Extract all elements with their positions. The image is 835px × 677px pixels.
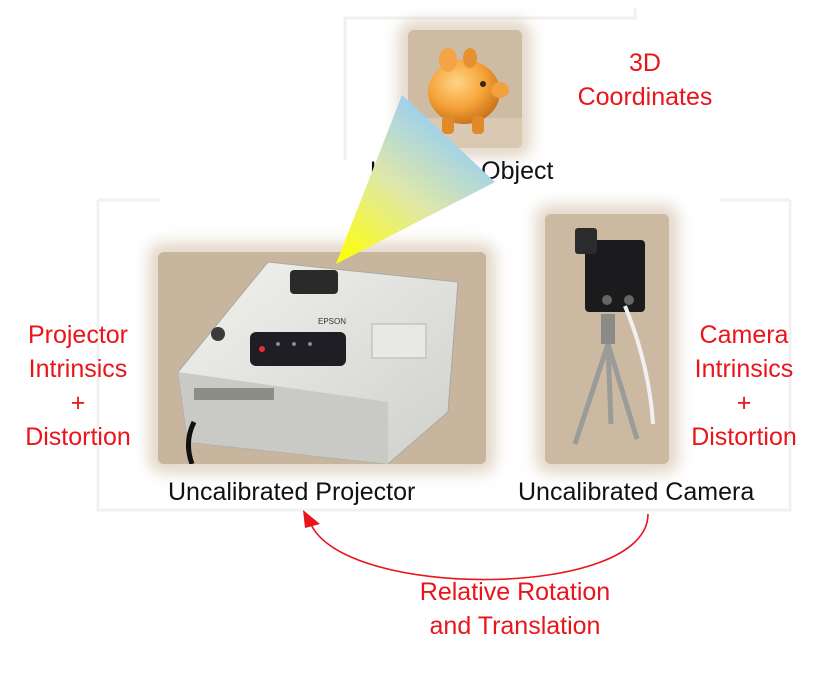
relation-label: Relative Rotation and Translation <box>395 575 635 643</box>
projector-photo: EPSON <box>158 252 486 464</box>
projector-intrinsics-line-1: Projector <box>27 321 129 349</box>
camera-intrinsics-label: Camera Intrinsics + Distortion <box>676 318 812 454</box>
coordinates-label: 3D Coordinates <box>562 46 728 114</box>
projector-intrinsics-label: Projector Intrinsics + Distortion <box>10 318 146 454</box>
projector-caption: Uncalibrated Projector <box>168 478 416 506</box>
projector-intrinsics-line-3: + <box>70 389 86 417</box>
camera-intrinsics-line-3: + <box>736 389 752 417</box>
relation-line-2: and Translation <box>429 612 601 640</box>
projector-intrinsics-line-4: Distortion <box>25 423 131 451</box>
relation-line-1: Relative Rotation <box>419 578 611 606</box>
camera-intrinsics-line-2: Intrinsics <box>694 355 794 383</box>
coordinates-line-2: Coordinates <box>577 83 713 111</box>
coordinates-line-1: 3D <box>629 49 661 77</box>
camera-intrinsics-line-1: Camera <box>699 321 789 349</box>
projector-intrinsics-line-2: Intrinsics <box>28 355 128 383</box>
camera-figure <box>545 214 669 464</box>
camera-photo <box>545 214 669 464</box>
camera-intrinsics-line-4: Distortion <box>691 423 797 451</box>
projector-figure: EPSON <box>158 252 486 464</box>
camera-caption: Uncalibrated Camera <box>518 478 755 506</box>
projector-brand: EPSON <box>318 317 346 326</box>
